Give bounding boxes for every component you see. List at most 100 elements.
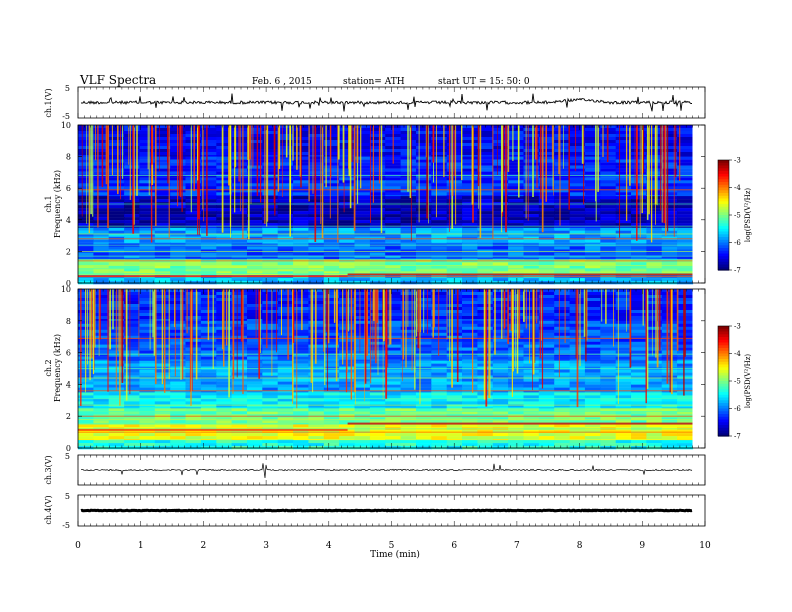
spectrogram-cell (369, 131, 386, 135)
spectrogram-cell (584, 165, 601, 169)
spectrogram-cell (400, 199, 417, 203)
spectrogram-cell (231, 392, 248, 396)
spectrogram-cell (462, 338, 478, 342)
spectrogram-cell (93, 295, 110, 299)
spectrogram-cell (508, 420, 525, 424)
spectrogram-cell (615, 320, 632, 324)
spectrogram-cell (247, 390, 263, 394)
spectrogram-cell (308, 404, 325, 408)
spectrogram-cell (600, 387, 617, 391)
spectrogram-cell (93, 390, 110, 394)
spectrogram-cell (385, 227, 402, 231)
spectrogram-cell (677, 168, 694, 172)
spectrogram-cell (538, 319, 555, 323)
spectrogram-cell (277, 156, 294, 160)
spectrogram-cell (323, 353, 340, 357)
spectrogram-cell (431, 143, 448, 147)
spectrogram-cell (446, 375, 463, 379)
spectrogram-cell (78, 252, 94, 256)
spectrogram-cell (584, 183, 601, 187)
spectrogram-cell (339, 223, 356, 227)
spectrogram-cell (354, 252, 371, 256)
spectrogram-cell (78, 278, 94, 282)
spectrogram-cell (154, 134, 171, 138)
spectrogram-cell (293, 262, 310, 266)
spectrogram-cell (477, 236, 494, 240)
spectrogram-cell (247, 313, 263, 317)
spectrogram-cell (247, 137, 263, 141)
spectrogram-cell (93, 443, 110, 447)
spectrogram-cell (262, 177, 279, 181)
spectrogram-cell (492, 319, 509, 323)
frequency-tick-label: 8 (66, 153, 71, 162)
spectrogram-cell (538, 398, 555, 402)
spectrogram-cell (124, 316, 141, 320)
spectrogram-cell (523, 440, 540, 444)
spectrogram-cell (170, 171, 187, 175)
spectrogram-cell (615, 392, 632, 396)
spectrogram-cell (584, 372, 601, 376)
spectrogram-cell (569, 149, 586, 153)
spectrogram-cell (584, 347, 601, 351)
spectrogram-cell (139, 404, 156, 408)
spectrogram-cell (308, 149, 325, 153)
spectrogram-cell (385, 192, 402, 196)
spectrogram-cell (108, 246, 125, 250)
spectrogram-cell (523, 329, 540, 333)
spectrogram-cell (554, 134, 571, 138)
spectrogram-cell (108, 162, 125, 166)
spectrogram-cell (508, 347, 525, 351)
spectrogram-cell (431, 320, 448, 324)
spectrogram-cell (339, 433, 356, 437)
spectrogram-cell (154, 271, 171, 275)
spectrogram-cell (78, 223, 94, 227)
spectrogram-cell (170, 236, 187, 240)
spectrogram-cell (584, 353, 601, 357)
spectrogram-cell (508, 369, 525, 373)
spectrogram-cell (462, 149, 478, 153)
spectrogram-cell (416, 363, 432, 367)
spectrogram-cell (262, 156, 279, 160)
spectrogram-cell (185, 356, 202, 360)
spectrogram-cell (93, 319, 110, 323)
spectrogram-cell (124, 262, 141, 266)
spectrogram-cell (538, 395, 555, 399)
spectrogram-cell (584, 436, 601, 440)
spectrogram-cell (538, 338, 555, 342)
spectrogram-cell (677, 211, 694, 215)
spectrogram-cell (323, 304, 340, 308)
spectrogram-cell (216, 205, 233, 209)
spectrogram-cell (446, 332, 463, 336)
spectrogram-cell (231, 443, 248, 447)
spectrogram-cell (416, 424, 432, 428)
spectrogram-cell (446, 301, 463, 305)
spectrogram-cell (308, 233, 325, 237)
ch1-spectrogram-image (78, 125, 705, 285)
spectrogram-cell (78, 128, 94, 132)
spectrogram-cell (200, 387, 217, 391)
spectrogram-cell (600, 375, 617, 379)
spectrogram-cell (262, 338, 279, 342)
spectrogram-cell (584, 392, 601, 396)
spectrogram-cell (200, 246, 217, 250)
spectrogram-cell (508, 443, 525, 447)
spectrogram-cell (293, 353, 310, 357)
spectrogram-cell (554, 223, 571, 227)
spectrogram-cell (247, 265, 263, 269)
spectrogram-cell (78, 217, 94, 221)
spectrogram-cell (154, 420, 171, 424)
spectrogram-cell (247, 433, 263, 437)
spectrogram-cell (216, 174, 233, 178)
spectrogram-cell (231, 292, 248, 296)
spectrogram-cell (185, 304, 202, 308)
colorbar-tick-label: -4 (734, 184, 741, 192)
spectrogram-cell (78, 262, 94, 266)
spectrogram-cell (446, 304, 463, 308)
spectrogram-cell (554, 246, 571, 250)
spectrogram-cell (108, 174, 125, 178)
spectrogram-cell (569, 268, 586, 272)
spectrogram-cell (339, 233, 356, 237)
spectrogram-cell (462, 208, 478, 212)
spectrogram-cell (584, 196, 601, 200)
spectrogram-cell (170, 411, 187, 415)
